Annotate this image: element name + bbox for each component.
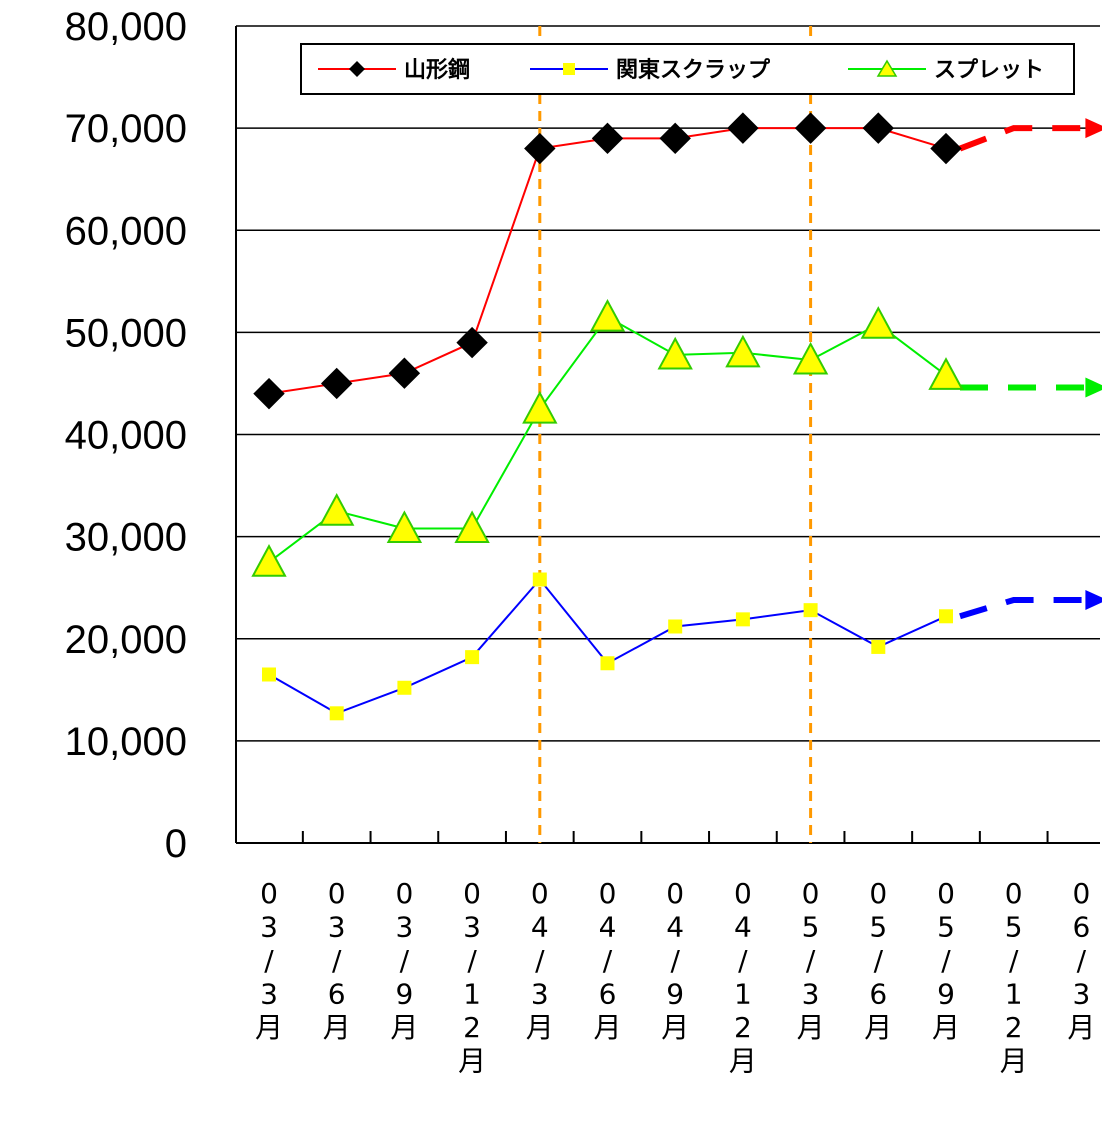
legend: 山形鋼 関東スクラップ スプレット: [300, 43, 1075, 95]
x-axis: 0 3/3 月 0 3/6 月 0 3/9 月 0 3/1 2 月 0 4/3 月 0 4/6 月 0 4/9 月 0 4/1…: [235, 26, 1100, 1078]
y-tick-label: 70,000: [65, 107, 187, 151]
data-point-marker: [253, 377, 285, 410]
data-point-marker: [939, 609, 953, 624]
data-point-marker: [725, 334, 761, 368]
data-point-marker: [600, 656, 615, 671]
y-tick-label: 10,000: [65, 720, 187, 764]
series-line: [268, 127, 947, 395]
forecast-line: [959, 596, 1086, 620]
data-point-marker: [397, 680, 412, 695]
data-point-marker: [794, 112, 827, 144]
y-tick-label: 50,000: [65, 311, 187, 355]
series-1: [262, 572, 1102, 721]
series-lines: [251, 112, 1102, 721]
y-tick-label: 20,000: [65, 618, 187, 662]
legend-marker: [349, 61, 365, 77]
data-point-marker: [657, 336, 693, 370]
x-tick-label: 0 3/6 月: [323, 877, 351, 1044]
gridlines: [236, 25, 1100, 742]
y-axis-tick-labels: 0 10,000 20,000 30,000 40,000 50,000 60,000 70,…: [65, 5, 187, 866]
data-point-marker: [319, 492, 355, 526]
y-tick-label: 0: [165, 822, 187, 866]
data-point-marker: [803, 603, 818, 618]
x-tick-label: 0 5/3 月: [797, 877, 825, 1044]
data-point-marker: [589, 298, 626, 332]
data-point-marker: [320, 367, 353, 400]
data-point-marker: [727, 112, 759, 144]
legend-box: [300, 43, 1075, 95]
x-tick-label: 0 3/1 2 月: [458, 877, 486, 1078]
legend-marker: [563, 63, 575, 75]
data-point-marker: [591, 122, 624, 155]
series-line: [268, 315, 947, 563]
y-tick-label: 30,000: [65, 516, 187, 560]
data-point-marker: [871, 639, 886, 654]
data-point-marker: [329, 706, 344, 721]
series-0: [253, 112, 1102, 410]
x-tick-label: 0 6/3 月: [1067, 877, 1095, 1044]
x-tick-label: 0 5/6 月: [864, 877, 892, 1044]
data-point-marker: [262, 667, 276, 682]
data-point-marker: [386, 510, 423, 544]
data-point-marker: [388, 357, 421, 389]
x-tick-label: 0 5/1 2 月: [1000, 877, 1028, 1078]
x-tick-label: 0 3/3 月: [255, 877, 283, 1044]
data-point-marker: [792, 341, 829, 375]
legend-label: 関東スクラップ: [616, 58, 771, 83]
data-point-marker: [456, 326, 488, 359]
forecast-arrowhead: [1085, 118, 1102, 139]
data-point-marker: [524, 132, 556, 165]
x-tick-label: 0 4/6 月: [593, 877, 621, 1044]
data-point-marker: [251, 544, 287, 577]
data-point-marker: [668, 619, 683, 634]
legend-marker: [876, 59, 898, 77]
data-point-marker: [659, 122, 691, 155]
legend-label: スプレット: [934, 58, 1044, 83]
data-point-marker: [860, 306, 896, 339]
forecast-line: [958, 125, 1086, 152]
data-point-marker: [454, 510, 490, 544]
data-point-marker: [522, 390, 558, 424]
forecast-arrowhead: [1085, 377, 1102, 398]
y-tick-label: 40,000: [65, 414, 187, 458]
y-tick-label: 60,000: [65, 209, 187, 253]
x-tick-label: 0 4/9 月: [661, 877, 689, 1044]
data-point-marker: [465, 650, 480, 665]
series-line: [268, 577, 947, 715]
x-tick-label: 0 4/3 月: [526, 877, 554, 1044]
x-tick-label: 0 4/1 2 月: [729, 877, 757, 1078]
series-2: [251, 298, 1102, 577]
data-point-marker: [930, 132, 962, 165]
x-tick-label: 0 3/9 月: [390, 877, 418, 1044]
data-point-marker: [532, 572, 547, 587]
data-point-marker: [735, 612, 750, 627]
legend-label: 山形鋼: [404, 57, 470, 83]
data-point-marker: [928, 357, 964, 390]
forecast-arrowhead: [1085, 589, 1102, 610]
data-point-marker: [862, 112, 895, 144]
x-tick-label: 0 5/9 月: [932, 877, 960, 1044]
y-tick-label: 80,000: [65, 5, 187, 49]
